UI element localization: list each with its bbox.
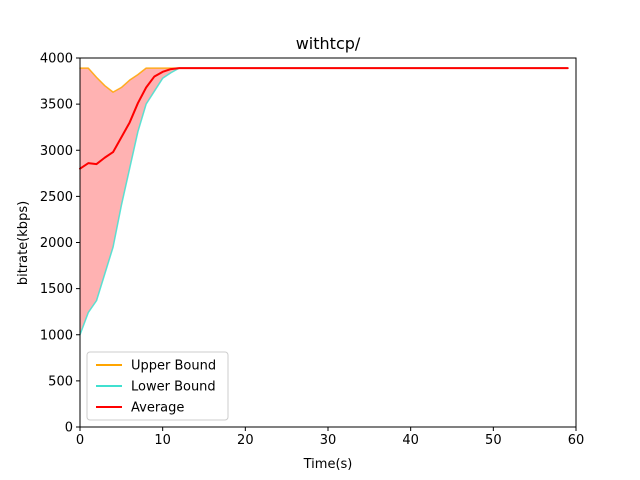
confidence-band xyxy=(80,68,568,335)
y-axis-label: bitrate(kbps) xyxy=(16,201,31,285)
legend-box xyxy=(86,351,229,421)
x-tick-label: 60 xyxy=(568,433,585,448)
y-tick-label: 500 xyxy=(48,374,73,389)
x-axis-ticks: 0 10 20 30 40 50 60 xyxy=(76,427,584,448)
y-tick-label: 0 xyxy=(65,421,73,436)
x-tick-label: 20 xyxy=(237,433,254,448)
x-tick-label: 40 xyxy=(402,433,419,448)
x-tick-label: 10 xyxy=(154,433,171,448)
y-tick-label: 4000 xyxy=(40,52,73,67)
y-tick-label: 3500 xyxy=(40,98,73,113)
y-tick-label: 1500 xyxy=(40,282,73,297)
y-tick-label: 3000 xyxy=(40,144,73,159)
legend: Upper Bound Lower Bound Average xyxy=(86,351,229,421)
y-tick-label: 1000 xyxy=(40,328,73,343)
y-tick-label: 2000 xyxy=(40,236,73,251)
y-axis-ticks: 0 500 1000 1500 2000 2500 3000 3500 4000 xyxy=(40,52,80,436)
x-tick-label: 0 xyxy=(76,433,84,448)
chart-title: withtcp/ xyxy=(296,34,361,53)
legend-label-lower-bound: Lower Bound xyxy=(131,380,216,395)
legend-label-upper-bound: Upper Bound xyxy=(131,359,216,374)
y-tick-label: 2500 xyxy=(40,190,73,205)
legend-label-average: Average xyxy=(131,401,184,416)
x-axis-label: Time(s) xyxy=(303,457,353,472)
x-tick-label: 30 xyxy=(320,433,337,448)
series-line-average xyxy=(79,67,569,170)
x-tick-label: 50 xyxy=(485,433,502,448)
